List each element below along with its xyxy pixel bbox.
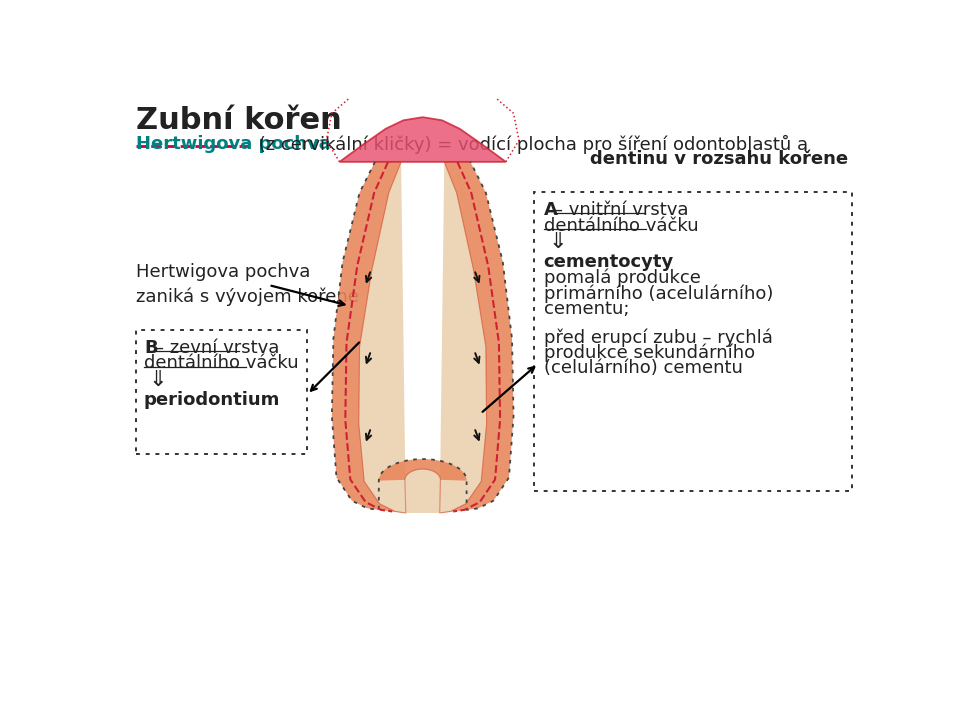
- Text: B: B: [144, 339, 157, 357]
- Text: :: :: [612, 253, 617, 271]
- Bar: [136, 330, 307, 454]
- Text: cementocyty: cementocyty: [543, 253, 674, 271]
- Polygon shape: [340, 117, 506, 162]
- Bar: [535, 192, 852, 490]
- Text: A: A: [543, 201, 558, 219]
- Text: ⇓: ⇓: [548, 232, 566, 252]
- Text: ⇓: ⇓: [149, 370, 167, 390]
- Text: Hertwigova pochva: Hertwigova pochva: [136, 135, 331, 153]
- Text: dentálního váčku: dentálního váčku: [543, 217, 698, 235]
- Text: periodontium: periodontium: [144, 391, 280, 409]
- Text: primárního (acelulárního): primárního (acelulárního): [543, 284, 773, 303]
- Polygon shape: [440, 162, 514, 513]
- Text: před erupcí zubu – rychlá: před erupcí zubu – rychlá: [543, 328, 773, 346]
- Text: Hertwigova pochva
zaniká s vývojem kořene: Hertwigova pochva zaniká s vývojem kořen…: [136, 264, 359, 306]
- Text: cementu;: cementu;: [543, 300, 629, 318]
- Polygon shape: [379, 459, 467, 481]
- Text: – zevní vrstva: – zevní vrstva: [155, 339, 279, 357]
- Text: (celulárního) cementu: (celulárního) cementu: [543, 359, 742, 377]
- Text: Zubní kořen: Zubní kořen: [136, 106, 342, 135]
- Text: dentálního váčku: dentálního váčku: [144, 354, 299, 372]
- Text: – vnitřní vrstva: – vnitřní vrstva: [554, 201, 689, 219]
- Text: produkce sekundárního: produkce sekundárního: [543, 343, 755, 362]
- Polygon shape: [332, 162, 406, 513]
- Text: (z cervikální kličky) = vodící plocha pro šíření odontoblastů a: (z cervikální kličky) = vodící plocha pr…: [253, 135, 808, 154]
- Text: pomalá produkce: pomalá produkce: [543, 269, 701, 287]
- Text: dentinu v rozsahu kořene: dentinu v rozsahu kořene: [589, 150, 848, 168]
- Polygon shape: [359, 162, 487, 513]
